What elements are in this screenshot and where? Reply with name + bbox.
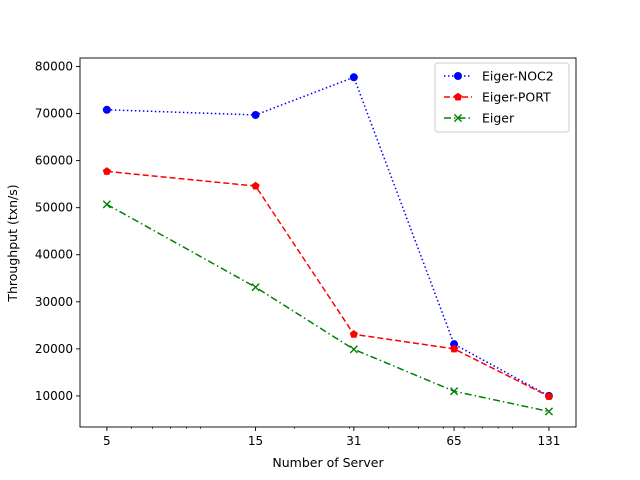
data-point	[544, 392, 554, 400]
series-line	[106, 203, 550, 413]
x-tick-label: 131	[537, 434, 560, 448]
data-point	[349, 329, 358, 338]
x-axis-label: Number of Server	[272, 455, 384, 470]
data-point	[449, 387, 459, 396]
legend-marker	[453, 113, 463, 123]
y-tick-label: 80000	[35, 59, 73, 73]
data-point	[544, 407, 554, 416]
data-point	[349, 345, 358, 354]
y-tick-label: 50000	[35, 201, 73, 215]
series-eiger-port	[102, 167, 554, 400]
y-axis-label: Throughput (txn/s)	[5, 184, 20, 302]
data-point	[102, 167, 111, 175]
legend-marker	[454, 72, 462, 80]
series-eiger	[102, 200, 554, 416]
data-point	[251, 181, 260, 190]
legend-label: Eiger-NOC2	[482, 69, 554, 84]
data-point	[102, 200, 111, 209]
data-point	[251, 110, 260, 119]
y-tick-label: 20000	[35, 342, 73, 356]
data-point	[251, 283, 260, 292]
data-point	[102, 105, 111, 114]
data-point	[449, 344, 459, 353]
y-tick-label: 40000	[35, 248, 73, 262]
legend-label: Eiger	[482, 111, 515, 126]
x-tick-label: 31	[346, 434, 361, 448]
data-point	[349, 73, 358, 82]
x-tick-label: 65	[446, 434, 461, 448]
legend-item: Eiger	[444, 111, 515, 126]
legend-item: Eiger-PORT	[444, 90, 551, 105]
x-tick-label: 5	[103, 434, 111, 448]
y-tick-label: 30000	[35, 295, 73, 309]
y-tick-label: 60000	[35, 154, 73, 168]
plot-frame	[79, 57, 577, 428]
series-line	[106, 170, 550, 398]
y-tick-label: 70000	[35, 107, 73, 121]
legend-marker	[453, 92, 463, 101]
legend-label: Eiger-PORT	[482, 90, 551, 105]
y-tick-label: 10000	[35, 389, 73, 403]
x-tick-label: 15	[248, 434, 263, 448]
legend-box	[434, 62, 570, 133]
legend-item: Eiger-NOC2	[444, 69, 554, 84]
